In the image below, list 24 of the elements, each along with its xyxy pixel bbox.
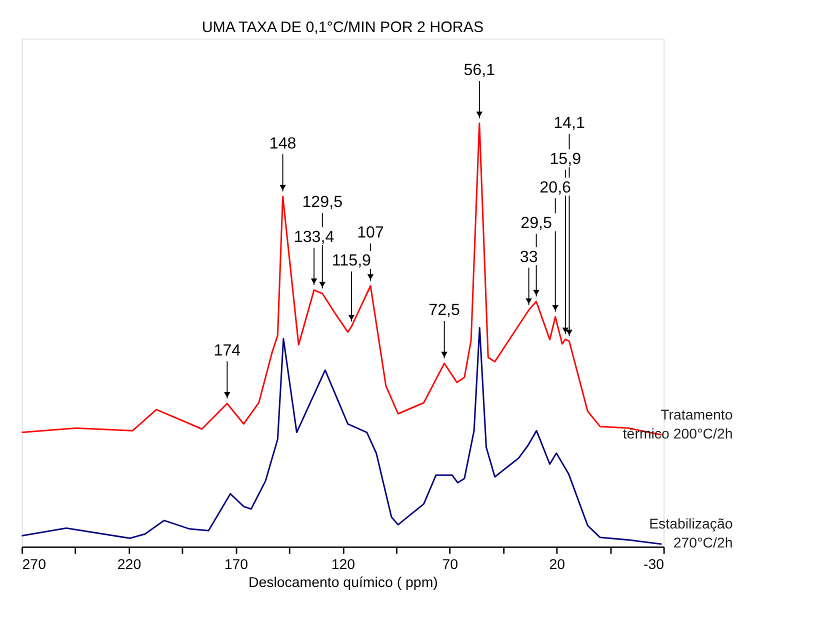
annotation: 14,1 bbox=[554, 114, 585, 132]
series-label: Tratamento térmico 200°C/2h bbox=[622, 407, 733, 442]
x-tick-label: 170 bbox=[224, 556, 248, 573]
annotation: 129,5 bbox=[302, 193, 343, 212]
chart-title: UMA TAXA DE 0,1°C/MIN POR 2 HORAS bbox=[202, 18, 484, 36]
x-tick-label: 20 bbox=[549, 556, 566, 573]
x-axis-title: Deslocamento químico ( ppm) bbox=[248, 574, 438, 591]
annotation: 115,9 bbox=[332, 252, 372, 270]
annotation: 15,9 bbox=[550, 150, 582, 168]
annotation: 174 bbox=[214, 341, 241, 360]
x-tick-label: -30 bbox=[644, 556, 664, 573]
x-tick-label: 120 bbox=[331, 556, 356, 573]
x-tick-label: 270 bbox=[22, 556, 46, 573]
x-tick-label: 220 bbox=[117, 556, 142, 573]
annotation: 133,4 bbox=[294, 228, 334, 246]
annotation: 33 bbox=[520, 248, 538, 266]
x-tick-label: 70 bbox=[442, 556, 458, 573]
annotation: 148 bbox=[269, 134, 296, 152]
annotation: 20,6 bbox=[540, 178, 572, 196]
series-label: Estabilização 270°C/2h bbox=[649, 516, 733, 552]
annotation: 29,5 bbox=[520, 214, 552, 232]
annotation: 107 bbox=[357, 224, 384, 242]
annotation: 56,1 bbox=[464, 61, 496, 80]
annotation: 72,5 bbox=[428, 301, 460, 320]
